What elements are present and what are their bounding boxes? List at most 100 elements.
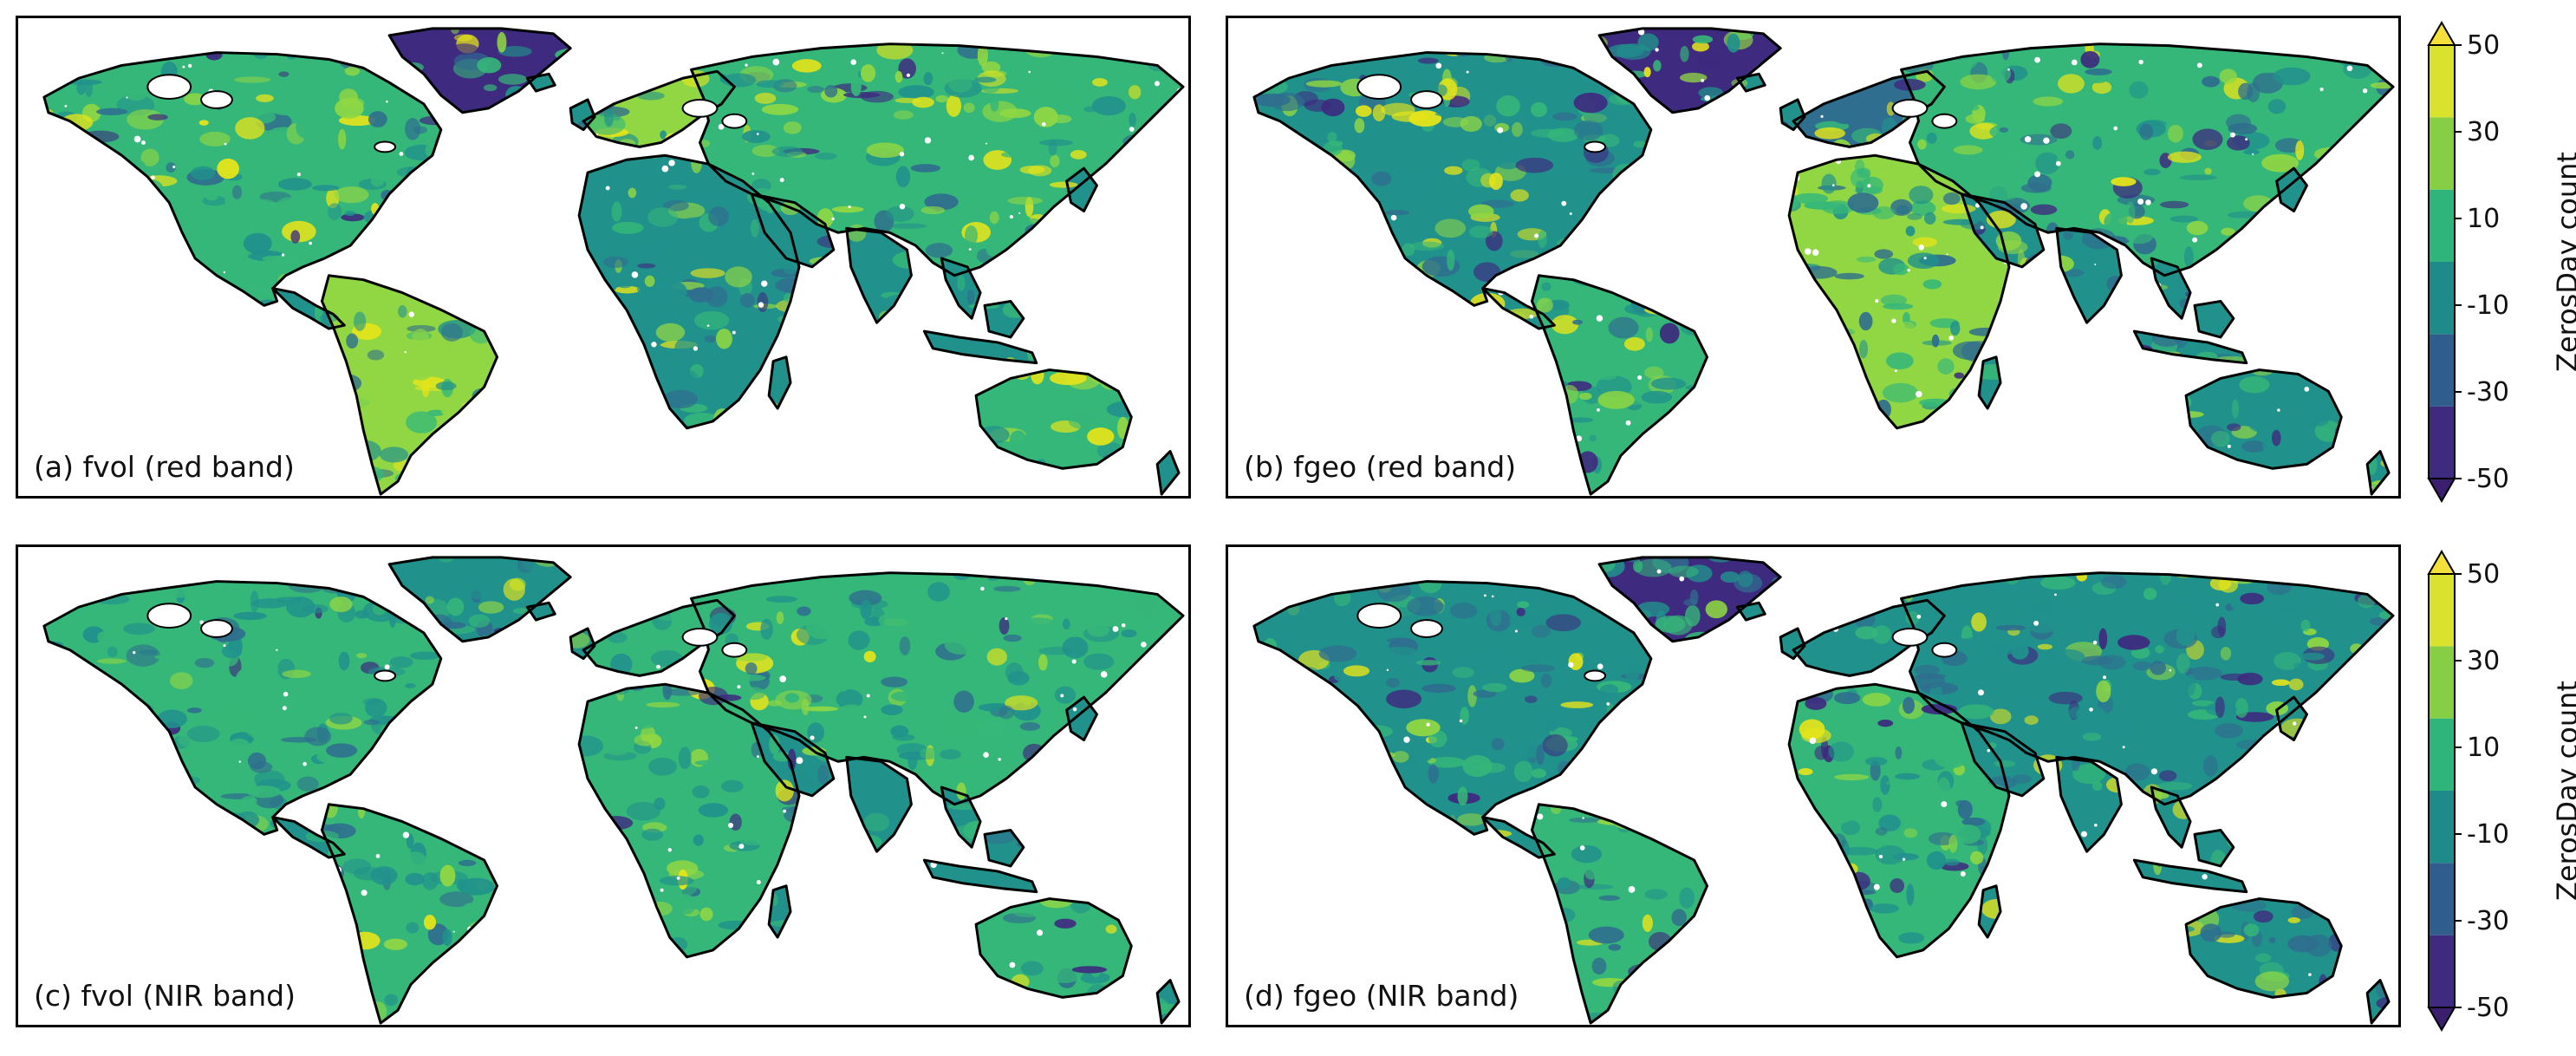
pixel-blob [1734, 849, 1761, 857]
pixel-blob [1560, 701, 1594, 708]
pixel-blob [1752, 875, 1770, 890]
pixel-blob [1467, 685, 1477, 707]
pixel-blob [2332, 562, 2341, 573]
pixel-blob [1584, 863, 1598, 880]
pixel-blob [771, 146, 803, 157]
pixel-blob [884, 557, 898, 570]
pixel-blob [833, 857, 867, 875]
pixel-blob [1598, 895, 1621, 901]
nodata-speck [863, 715, 867, 719]
nodata-speck [1416, 563, 1420, 565]
pixel-blob [706, 35, 732, 46]
pixel-blob [550, 731, 571, 752]
pixel-blob [519, 736, 531, 746]
pixel-blob [760, 618, 773, 640]
pixel-blob [1300, 164, 1328, 181]
pixel-blob [1287, 740, 1299, 748]
nodata-speck [1780, 943, 1784, 947]
pixel-blob [1727, 33, 1740, 53]
pixel-blob [1599, 684, 1619, 696]
pixel-blob [111, 214, 135, 229]
pixel-blob [862, 107, 874, 122]
pixel-blob [2382, 941, 2394, 953]
nodata-speck [300, 441, 304, 446]
pixel-blob [453, 34, 473, 42]
pixel-blob [43, 421, 66, 444]
pixel-blob [1700, 435, 1731, 448]
pixel-blob [1882, 382, 1919, 403]
nodata-speck [2346, 951, 2349, 954]
pixel-blob [573, 152, 591, 170]
pixel-blob [43, 718, 53, 733]
nodata-speck [1978, 440, 1982, 445]
pixel-blob [396, 166, 431, 179]
pixel-blob [2005, 815, 2020, 838]
pixel-blob [28, 783, 42, 790]
pixel-blob [2091, 162, 2121, 171]
pixel-blob [409, 272, 433, 280]
pixel-blob [194, 658, 215, 668]
pixel-blob [1767, 57, 1786, 73]
pixel-blob [1305, 320, 1317, 328]
pixel-blob [198, 342, 232, 352]
pixel-blob [384, 733, 402, 754]
pixel-blob [1066, 887, 1079, 898]
nodata-speck [641, 908, 645, 911]
colorbar-segment [2429, 718, 2455, 791]
pixel-blob [1711, 329, 1721, 349]
pixel-blob [1080, 292, 1118, 307]
nodata-speck [399, 152, 404, 156]
pixel-blob [787, 748, 797, 771]
pixel-blob [824, 466, 859, 475]
nodata-speck [2273, 289, 2280, 295]
pixel-blob [1315, 854, 1349, 872]
pixel-blob [960, 372, 983, 392]
pixel-blob [2335, 369, 2356, 377]
nodata-speck [2252, 153, 2254, 155]
coastline-uk [569, 627, 596, 661]
nodata-speck [751, 172, 755, 175]
pixel-blob [23, 53, 41, 58]
nodata-speck [339, 38, 345, 44]
pixel-blob [577, 616, 595, 629]
nodata-speck [775, 487, 779, 492]
pixel-blob [1690, 314, 1698, 321]
pixel-blob [1789, 375, 1802, 394]
nodata-speck [452, 930, 455, 933]
pixel-blob [1712, 673, 1737, 694]
nodata-speck [814, 399, 816, 401]
pixel-blob [1671, 462, 1695, 474]
pixel-blob [635, 49, 644, 68]
pixel-blob [430, 253, 463, 272]
pixel-blob [2104, 131, 2123, 140]
pixel-blob [2233, 826, 2241, 847]
pixel-blob [1334, 244, 1363, 267]
pixel-blob [566, 941, 586, 961]
coastline-india [845, 226, 913, 324]
pixel-blob [87, 394, 108, 411]
pixel-blob [557, 730, 572, 742]
pixel-blob [1969, 851, 1984, 865]
pixel-blob [43, 1012, 62, 1024]
pixel-blob [1834, 328, 1855, 336]
pixel-blob [1469, 926, 1484, 935]
pixel-blob [1626, 284, 1642, 298]
pixel-blob [2000, 913, 2030, 935]
pixel-blob [1350, 787, 1374, 800]
nodata-speck [140, 140, 146, 146]
coastline-northAmerica [1252, 580, 1653, 836]
pixel-blob [2299, 218, 2326, 225]
pixel-blob [886, 205, 914, 222]
pixel-blob [250, 590, 259, 613]
pixel-blob [582, 762, 607, 778]
pixel-blob [574, 557, 595, 578]
pixel-blob [434, 745, 462, 759]
pixel-blob [1895, 746, 1903, 759]
coastline-asia [690, 571, 1185, 806]
coastline-greenland [1597, 556, 1782, 643]
pixel-blob [447, 478, 481, 493]
pixel-blob [848, 630, 870, 650]
lake [681, 98, 719, 118]
pixel-blob [290, 230, 301, 244]
coastline-southAmerica [1530, 274, 1709, 496]
